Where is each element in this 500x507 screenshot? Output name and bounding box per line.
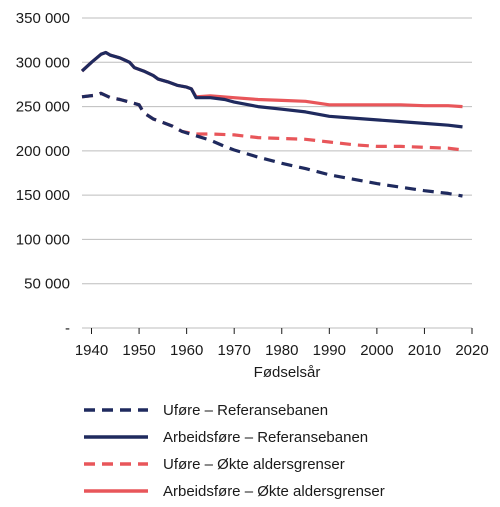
x-tick-label: 1980: [265, 342, 298, 359]
y-axis: - 50 000 100 000 150 000 200 000 250 000 300 0…: [16, 10, 70, 337]
y-tick-label: 200 000: [16, 143, 70, 160]
series-line-3: [80, 50, 463, 109]
y-tick-label: 250 000: [16, 99, 70, 116]
x-tick-label: 1990: [313, 342, 346, 359]
legend-item-label: Uføre – Referansebanen: [163, 402, 328, 419]
y-tick-label: 150 000: [16, 187, 70, 204]
x-tick-label: 2000: [360, 342, 393, 359]
legend-item-label: Arbeidsføre – Referansebanen: [163, 429, 368, 446]
y-tick-label: 300 000: [16, 54, 70, 71]
x-tick-label: 1970: [218, 342, 251, 359]
series-lines: [80, 50, 463, 198]
x-tick-label: 1950: [122, 342, 155, 359]
legend-item-label: Uføre – Økte aldersgrenser: [163, 456, 345, 473]
series-line-1: [80, 50, 463, 129]
y-tick-label: 50 000: [24, 276, 70, 293]
x-axis-title: Fødselsår: [254, 364, 321, 381]
series-line-0: [81, 91, 463, 198]
y-tick-label: 350 000: [16, 10, 70, 27]
y-tick-label: -: [65, 320, 70, 337]
x-tick-label: 2020: [455, 342, 488, 359]
x-tick-label: 2010: [408, 342, 441, 359]
x-tick-label: 1960: [170, 342, 203, 359]
gridlines: [82, 17, 472, 329]
x-axis: 1940 1950 1960 1970 1980 1990 2000 2010 2020: [75, 328, 489, 359]
legend: Uføre – Referansebanen Arbeidsføre – Refe…: [84, 402, 385, 500]
x-tick-label: 1940: [75, 342, 108, 359]
y-tick-label: 100 000: [16, 231, 70, 248]
legend-item-label: Arbeidsføre – Økte aldersgrenser: [163, 483, 385, 500]
